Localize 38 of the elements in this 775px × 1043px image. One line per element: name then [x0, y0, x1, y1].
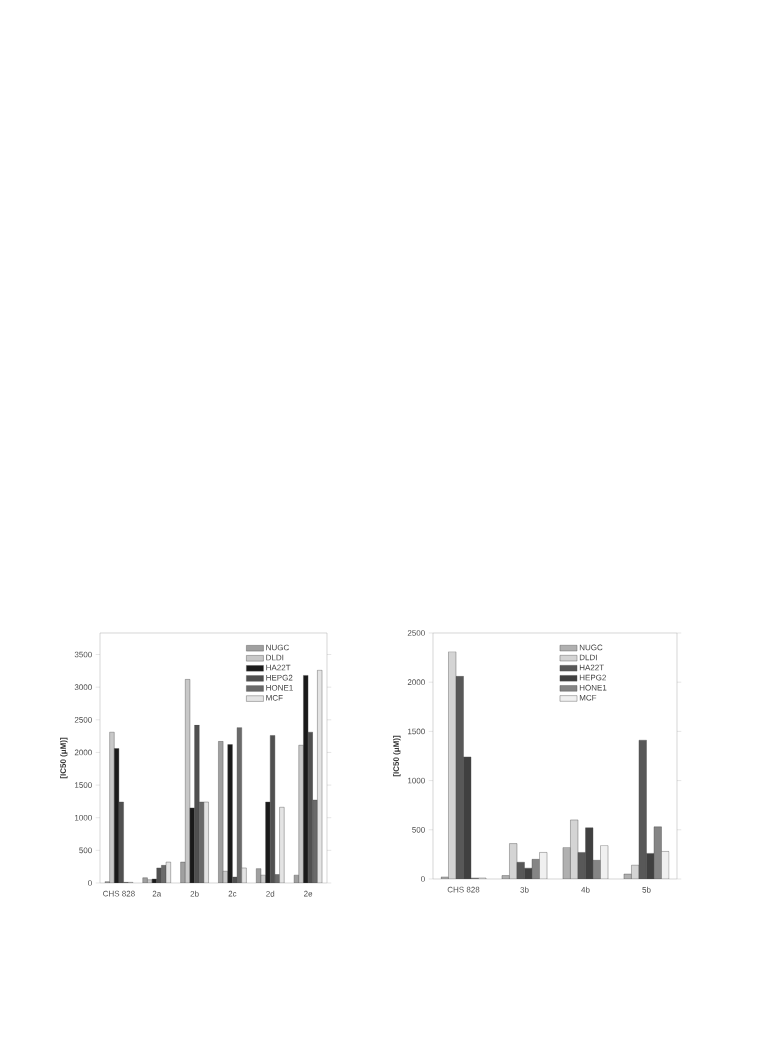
legend-label: HEPG2 — [579, 674, 606, 681]
legend-label: MCF — [266, 695, 283, 701]
x-tick-label: 2c — [228, 890, 237, 897]
y-tick-label: 0 — [88, 880, 92, 886]
x-tick-label: 2a — [152, 890, 162, 897]
legend-label: DLDI — [579, 654, 597, 661]
y-tick-label: 0 — [421, 876, 425, 882]
y-tick-label: 2000 — [74, 749, 92, 756]
x-tick-label: CHS 828 — [447, 886, 480, 893]
x-tick-label: 2e — [304, 890, 313, 897]
x-tick-label: 5b — [642, 886, 651, 893]
y-tick-label: 2500 — [407, 630, 425, 636]
y-tick-label: 3000 — [74, 684, 92, 690]
x-tick-label: CHS 828 — [103, 890, 135, 897]
y-tick-label: 1500 — [408, 728, 425, 735]
legend-label: HA22T — [579, 664, 604, 671]
legend-label: NUGC — [266, 644, 289, 651]
x-tick-label: 4b — [581, 886, 590, 893]
legend-label: NUGC — [579, 644, 603, 651]
y-tick-label: 2000 — [407, 679, 425, 686]
legend-label: HONE1 — [579, 684, 607, 691]
legend-label: HEPG2 — [266, 674, 293, 681]
y-tick-label: 1000 — [75, 814, 92, 821]
legend-label: MCF — [579, 694, 597, 701]
x-tick-label: 3b — [520, 886, 529, 893]
y-tick-label: 1000 — [408, 777, 425, 784]
y-axis-title: [IC50 (μM)] — [60, 737, 68, 779]
y-axis-title: [IC50 (μM)] — [393, 735, 401, 777]
legend-label: HONE1 — [266, 684, 293, 691]
y-tick-label: 3500 — [74, 651, 92, 658]
y-tick-label: 2500 — [74, 716, 92, 723]
x-tick-label: 2d — [266, 890, 275, 897]
x-tick-label: 2b — [190, 890, 199, 897]
legend-label: DLDI — [266, 654, 284, 661]
legend-label: HA22T — [266, 664, 291, 671]
y-tick-label: 1500 — [75, 782, 92, 788]
y-tick-label: 500 — [412, 826, 425, 833]
y-tick-label: 500 — [79, 847, 92, 854]
